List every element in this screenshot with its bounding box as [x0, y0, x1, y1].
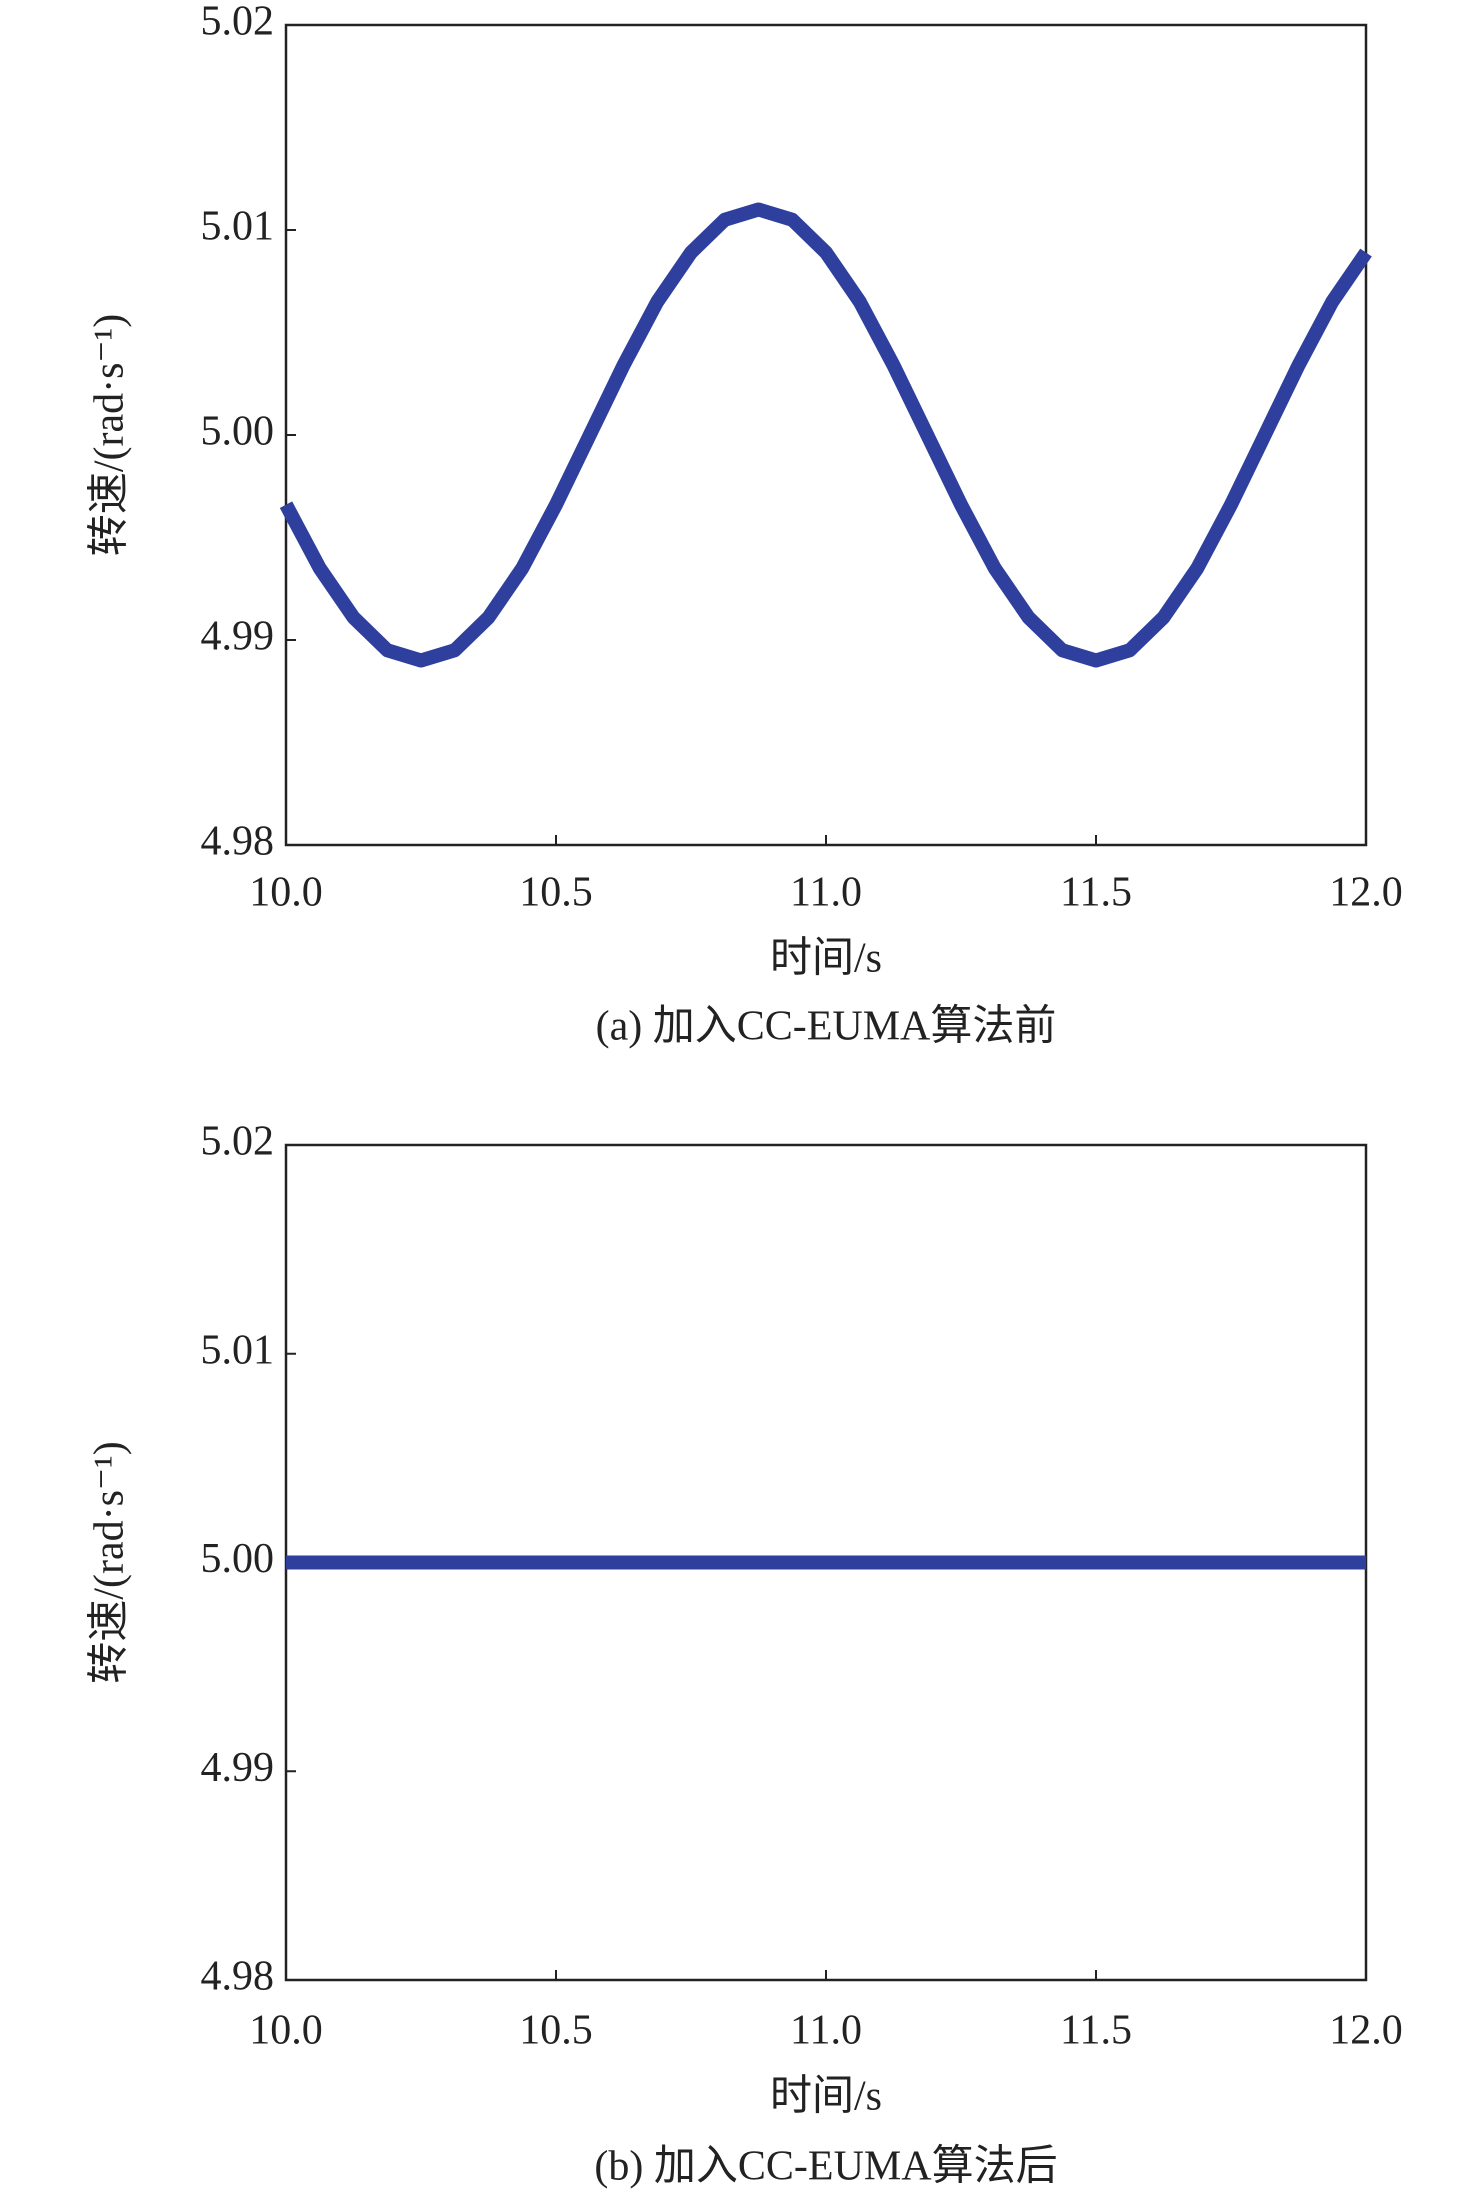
y-tick-label: 5.00	[201, 1536, 275, 1582]
x-axis-label: 时间/s	[770, 2074, 882, 2120]
plot-frame	[284, 23, 1368, 847]
x-tick-label: 11.0	[790, 870, 862, 916]
y-tick-label: 4.98	[201, 1954, 275, 2000]
x-tick-label: 11.5	[1060, 2008, 1132, 2054]
y-tick-label: 5.00	[201, 409, 275, 455]
chart: 4.98 4.99 5.00 5.01 5.02 10.0 10.5 11.0 11.5 12.0…	[87, 0, 1403, 1050]
x-axis-label: 时间/s	[770, 936, 882, 982]
y-axis-label: 转速/(rad·s⁻¹)	[87, 314, 133, 556]
y-tick-label: 5.01	[201, 1327, 275, 1373]
x-tick-label: 10.0	[249, 870, 323, 916]
x-tick-label: 11.5	[1060, 870, 1132, 916]
x-tick-label: 10.5	[519, 2008, 593, 2054]
chart: 4.98 4.99 5.00 5.01 5.02 10.0 10.5 11.0 11.5 12.0…	[87, 1119, 1403, 2190]
x-tick-label: 11.0	[790, 2008, 862, 2054]
caption: (a) 加入CC-EUMA算法前	[596, 1004, 1057, 1050]
y-tick-label: 5.02	[201, 1119, 275, 1165]
x-tick-label: 12.0	[1329, 2008, 1403, 2054]
data-line	[279, 202, 1372, 668]
y-tick-label: 4.99	[201, 1745, 275, 1791]
y-tick-label: 4.98	[201, 819, 275, 865]
x-tick-label: 12.0	[1329, 870, 1403, 916]
y-tick-label: 5.01	[201, 204, 275, 250]
x-tick-label: 10.5	[519, 870, 593, 916]
caption: (b) 加入CC-EUMA算法后	[594, 2144, 1057, 2190]
y-tick-label: 4.99	[201, 614, 275, 660]
x-tick-label: 10.0	[249, 2008, 323, 2054]
y-tick-label: 5.02	[201, 0, 275, 45]
y-axis-label: 转速/(rad·s⁻¹)	[87, 1441, 133, 1683]
